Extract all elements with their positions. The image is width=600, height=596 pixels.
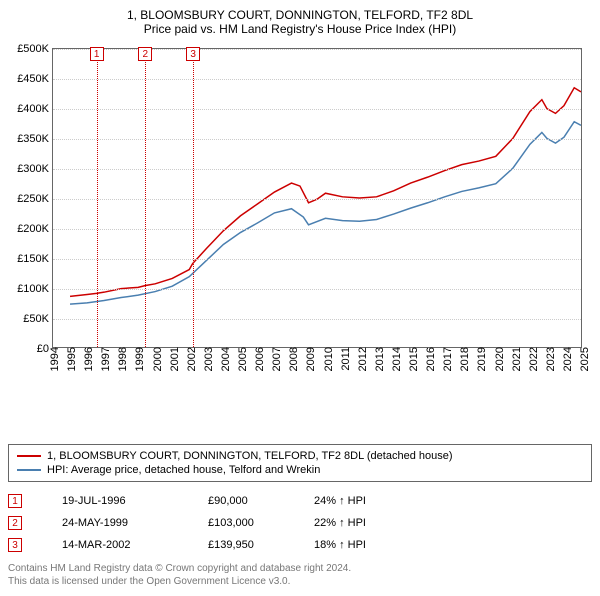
- sale-marker-box: 1: [90, 47, 104, 61]
- legend-label: HPI: Average price, detached house, Telf…: [47, 464, 320, 476]
- gridline-h: [53, 49, 581, 50]
- sale-marker-box: 3: [186, 47, 200, 61]
- x-tick-label: 2005: [233, 347, 249, 371]
- x-tick-label: 2024: [558, 347, 574, 371]
- series-price_paid: [70, 88, 581, 297]
- sale-row-price: £103,000: [208, 517, 308, 529]
- x-tick-label: 2008: [284, 347, 300, 371]
- series-hpi: [70, 122, 581, 304]
- sale-row-price: £90,000: [208, 495, 308, 507]
- y-tick-label: £50K: [23, 313, 53, 325]
- sale-row: 3 14-MAR-2002 £139,950 18% ↑ HPI: [8, 534, 592, 556]
- y-tick-label: £200K: [17, 223, 53, 235]
- gridline-h: [53, 79, 581, 80]
- x-tick-label: 1996: [79, 347, 95, 371]
- sales-table: 1 19-JUL-1996 £90,000 24% ↑ HPI 2 24-MAY-1999…: [8, 490, 592, 556]
- gridline-h: [53, 319, 581, 320]
- x-tick-label: 2020: [490, 347, 506, 371]
- x-tick-label: 2019: [472, 347, 488, 371]
- sale-row-date: 19-JUL-1996: [28, 495, 202, 507]
- x-tick-label: 2025: [575, 347, 591, 371]
- sale-marker-line: [97, 49, 98, 347]
- legend-item: HPI: Average price, detached house, Telf…: [17, 463, 583, 477]
- sale-row-delta: 22% ↑ HPI: [314, 517, 434, 529]
- x-tick-label: 2003: [199, 347, 215, 371]
- gridline-h: [53, 169, 581, 170]
- x-tick-label: 1995: [62, 347, 78, 371]
- x-tick-label: 2006: [250, 347, 266, 371]
- legend: 1, BLOOMSBURY COURT, DONNINGTON, TELFORD…: [8, 444, 592, 482]
- sale-row-marker: 1: [8, 494, 22, 508]
- sale-marker-line: [193, 49, 194, 347]
- x-tick-label: 2001: [165, 347, 181, 371]
- gridline-h: [53, 259, 581, 260]
- x-tick-label: 2014: [387, 347, 403, 371]
- x-tick-label: 2010: [319, 347, 335, 371]
- footer-line-2: This data is licensed under the Open Gov…: [8, 575, 592, 588]
- x-tick-label: 2004: [216, 347, 232, 371]
- x-tick-label: 2016: [421, 347, 437, 371]
- y-tick-label: £250K: [17, 193, 53, 205]
- y-tick-label: £350K: [17, 133, 53, 145]
- legend-swatch: [17, 455, 41, 457]
- x-tick-label: 2017: [438, 347, 454, 371]
- y-tick-label: £400K: [17, 103, 53, 115]
- x-tick-label: 2022: [524, 347, 540, 371]
- x-tick-label: 1998: [113, 347, 129, 371]
- sale-row-marker: 2: [8, 516, 22, 530]
- chart-title: 1, BLOOMSBURY COURT, DONNINGTON, TELFORD…: [8, 8, 592, 36]
- x-tick-label: 2023: [541, 347, 557, 371]
- sale-row-price: £139,950: [208, 539, 308, 551]
- sale-row-marker: 3: [8, 538, 22, 552]
- gridline-h: [53, 139, 581, 140]
- x-tick-label: 2021: [507, 347, 523, 371]
- x-tick-label: 2012: [353, 347, 369, 371]
- sale-marker-line: [145, 49, 146, 347]
- x-tick-label: 2000: [148, 347, 164, 371]
- x-tick-label: 1997: [96, 347, 112, 371]
- x-tick-label: 2018: [455, 347, 471, 371]
- sale-marker-box: 2: [138, 47, 152, 61]
- legend-label: 1, BLOOMSBURY COURT, DONNINGTON, TELFORD…: [47, 450, 453, 462]
- x-tick-label: 2007: [267, 347, 283, 371]
- title-line-1: 1, BLOOMSBURY COURT, DONNINGTON, TELFORD…: [8, 8, 592, 22]
- footer: Contains HM Land Registry data © Crown c…: [8, 562, 592, 588]
- x-tick-label: 1994: [45, 347, 61, 371]
- chart: £0£50K£100K£150K£200K£250K£300K£350K£400…: [8, 40, 592, 400]
- x-tick-label: 2009: [301, 347, 317, 371]
- x-tick-label: 2013: [370, 347, 386, 371]
- x-tick-label: 2015: [404, 347, 420, 371]
- y-tick-label: £100K: [17, 283, 53, 295]
- gridline-h: [53, 109, 581, 110]
- gridline-h: [53, 199, 581, 200]
- title-line-2: Price paid vs. HM Land Registry's House …: [8, 22, 592, 36]
- sale-row: 1 19-JUL-1996 £90,000 24% ↑ HPI: [8, 490, 592, 512]
- y-tick-label: £150K: [17, 253, 53, 265]
- x-tick-label: 2002: [182, 347, 198, 371]
- gridline-h: [53, 229, 581, 230]
- y-tick-label: £300K: [17, 163, 53, 175]
- plot-area: £0£50K£100K£150K£200K£250K£300K£350K£400…: [52, 48, 582, 348]
- legend-swatch: [17, 469, 41, 471]
- y-tick-label: £500K: [17, 43, 53, 55]
- sale-row-delta: 18% ↑ HPI: [314, 539, 434, 551]
- footer-line-1: Contains HM Land Registry data © Crown c…: [8, 562, 592, 575]
- sale-row-date: 14-MAR-2002: [28, 539, 202, 551]
- sale-row-delta: 24% ↑ HPI: [314, 495, 434, 507]
- x-tick-label: 2011: [336, 347, 352, 371]
- x-tick-label: 1999: [130, 347, 146, 371]
- chart-lines: [53, 49, 581, 347]
- sale-row-date: 24-MAY-1999: [28, 517, 202, 529]
- gridline-h: [53, 289, 581, 290]
- sale-row: 2 24-MAY-1999 £103,000 22% ↑ HPI: [8, 512, 592, 534]
- y-tick-label: £450K: [17, 73, 53, 85]
- legend-item: 1, BLOOMSBURY COURT, DONNINGTON, TELFORD…: [17, 449, 583, 463]
